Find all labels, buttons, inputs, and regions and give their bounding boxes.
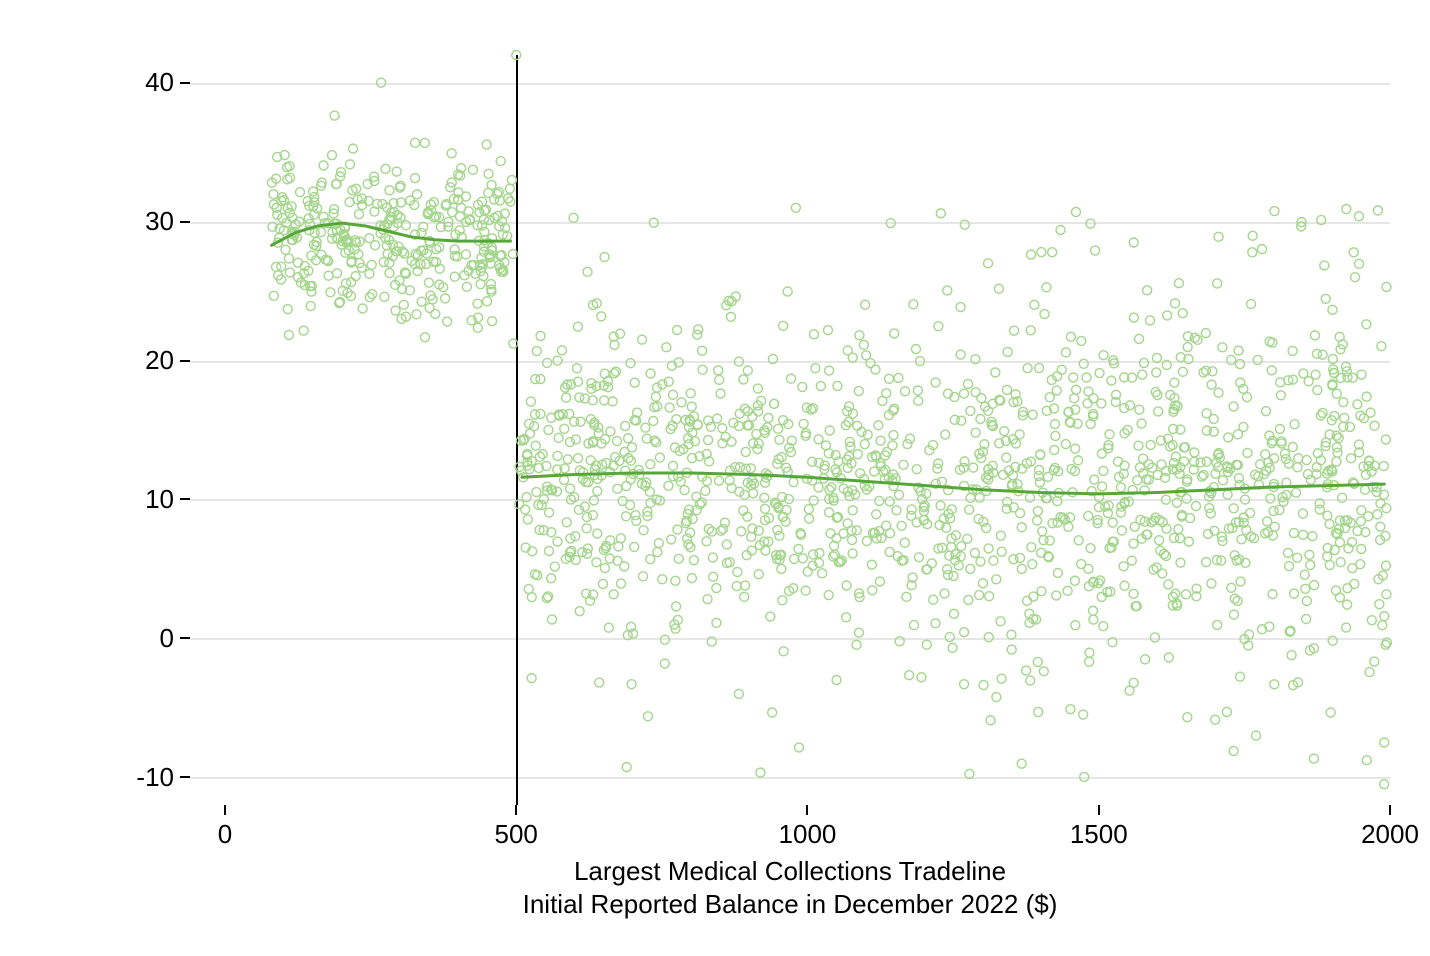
y-tick-mark: [180, 498, 190, 500]
y-tick-label: 0: [160, 623, 174, 654]
y-tick-label: 40: [145, 67, 174, 98]
y-tick-mark: [180, 221, 190, 223]
x-tick-mark: [1389, 805, 1391, 815]
plot-area: [190, 55, 1390, 805]
smooth-line-left: [272, 223, 511, 245]
x-tick-mark: [515, 805, 517, 815]
smooth-line-right: [522, 473, 1384, 494]
x-tick-label: 1000: [779, 819, 837, 850]
x-tick-mark: [806, 805, 808, 815]
x-axis-label-line2: Initial Reported Balance in December 202…: [523, 889, 1058, 919]
x-axis-label-line1: Largest Medical Collections Tradeline: [574, 856, 1006, 886]
x-tick-mark: [224, 805, 226, 815]
y-tick-mark: [180, 82, 190, 84]
y-tick-label: 10: [145, 484, 174, 515]
x-tick-label: 500: [495, 819, 538, 850]
x-tick-mark: [1098, 805, 1100, 815]
x-axis-label: Largest Medical Collections Tradeline In…: [523, 855, 1058, 920]
y-tick-label: 30: [145, 206, 174, 237]
y-tick-mark: [180, 360, 190, 362]
scatter-chart: Change in Score Between December 2022 an…: [0, 0, 1430, 956]
y-tick-label: 20: [145, 345, 174, 376]
smooth-line-layer: [190, 55, 1390, 805]
x-tick-label: 0: [218, 819, 232, 850]
y-tick-label: -10: [136, 762, 174, 793]
y-tick-mark: [180, 776, 190, 778]
y-tick-mark: [180, 637, 190, 639]
x-tick-label: 2000: [1361, 819, 1419, 850]
x-tick-label: 1500: [1070, 819, 1128, 850]
